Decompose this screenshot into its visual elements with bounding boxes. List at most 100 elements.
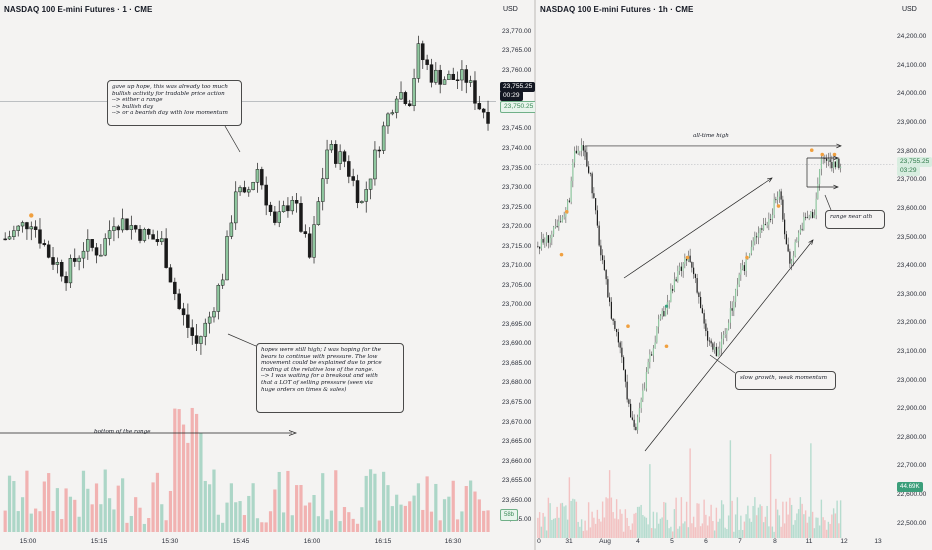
volume-bar: [776, 509, 779, 538]
volume-bar: [748, 518, 751, 538]
volume-bar: [451, 480, 455, 532]
volume-bar: [12, 481, 16, 532]
volume-bar: [808, 516, 810, 538]
volume-bar: [650, 528, 653, 538]
signal-dot: [564, 209, 569, 214]
price-tick-label: 24,100.00: [897, 61, 927, 69]
trend-arrow-lower: [644, 239, 814, 452]
volume-bar: [685, 501, 688, 538]
volume-bar: [813, 528, 816, 538]
candle: [55, 262, 60, 265]
candle: [468, 80, 473, 83]
volume-bar: [797, 509, 800, 538]
candle: [813, 215, 815, 218]
volume-bar: [594, 523, 597, 538]
candle: [637, 417, 639, 431]
volume-bar: [64, 488, 68, 532]
time-tick-label: 12: [840, 538, 848, 545]
volume-bar: [820, 499, 823, 538]
volume-bar: [799, 497, 802, 538]
annotation-slow-growth: slow growth, weak momentum: [735, 371, 836, 390]
volume-bar: [656, 512, 658, 538]
candle: [621, 347, 623, 358]
candle: [787, 244, 789, 252]
volume-bar: [645, 517, 648, 538]
candle: [347, 161, 351, 177]
candle: [542, 239, 544, 243]
volume-bar: [486, 510, 490, 532]
volume-bar: [164, 520, 168, 532]
candle: [623, 357, 625, 370]
candle: [773, 199, 775, 215]
candle: [617, 332, 619, 343]
candle: [355, 180, 360, 203]
candle: [565, 213, 567, 217]
volume-bar: [416, 483, 421, 532]
annotation-range-near-ath: range near ath: [825, 210, 885, 229]
candle: [768, 219, 770, 225]
price-tick-label: 23,300.00: [897, 290, 927, 298]
candle: [338, 151, 342, 164]
candle: [607, 279, 609, 298]
volume-bar: [736, 497, 739, 538]
volume-bar: [596, 509, 599, 538]
candle: [689, 255, 691, 262]
volume-bar: [589, 527, 592, 538]
volume-bar: [614, 518, 616, 538]
volume-badge: 44.69K: [897, 482, 923, 492]
candle: [281, 205, 286, 213]
price-tick-label: 23,200.00: [897, 319, 927, 327]
price-tick-label: 23,770.00: [502, 27, 532, 35]
volume-bar: [615, 499, 618, 538]
volume-bar: [442, 499, 447, 532]
volume-bar: [701, 523, 704, 538]
candle: [701, 308, 703, 314]
volume-bar: [364, 475, 368, 532]
volume-bar: [743, 521, 746, 538]
volume-bar: [752, 505, 754, 538]
candle: [563, 216, 565, 218]
chart-panel-1h[interactable]: NASDAQ 100 E-mini Futures · 1h · CME USD…: [535, 0, 932, 550]
candle: [663, 310, 665, 317]
volume-bar: [538, 512, 541, 538]
annotation-callout-bottom: hopes were still high; I was hoping for …: [256, 343, 404, 413]
candle: [294, 200, 299, 204]
volume-bar: [824, 520, 826, 538]
volume-bar: [281, 512, 286, 532]
candle: [717, 349, 719, 357]
volume-bar: [621, 513, 623, 538]
candle: [29, 226, 34, 230]
candle: [107, 230, 112, 239]
candle: [672, 289, 674, 291]
candle: [826, 158, 828, 161]
volume-bar: [698, 503, 700, 538]
volume-bar: [747, 505, 749, 538]
volume-bar: [342, 507, 347, 532]
candle: [112, 226, 116, 231]
volume-bar: [247, 495, 251, 532]
candle: [77, 257, 81, 262]
volume-bar: [607, 498, 609, 538]
candle: [216, 285, 221, 312]
candle: [558, 221, 560, 227]
chart-canvas-1h[interactable]: [535, 0, 932, 550]
volume-bar: [460, 511, 464, 532]
volume-bar: [734, 514, 737, 538]
price-tick-label: 23,675.00: [502, 399, 532, 407]
chart-canvas-1min[interactable]: [0, 0, 535, 550]
candle: [742, 265, 744, 270]
volume-bar: [25, 470, 29, 532]
price-tick-label: 23,690.00: [502, 340, 532, 348]
range-arrow-top-head: [833, 155, 839, 161]
volume-bar: [251, 483, 255, 532]
last-price-tag: 23,755.25: [500, 82, 535, 92]
volume-bar: [687, 527, 690, 538]
candle: [486, 111, 490, 124]
volume-bar: [368, 469, 373, 532]
chart-panel-1min[interactable]: NASDAQ 100 E-mini Futures · 1 · CME USD …: [0, 0, 535, 550]
volume-bar: [787, 514, 789, 538]
candle: [394, 98, 399, 113]
candle: [540, 239, 542, 249]
candle: [691, 261, 693, 268]
volume-bar: [273, 489, 277, 532]
